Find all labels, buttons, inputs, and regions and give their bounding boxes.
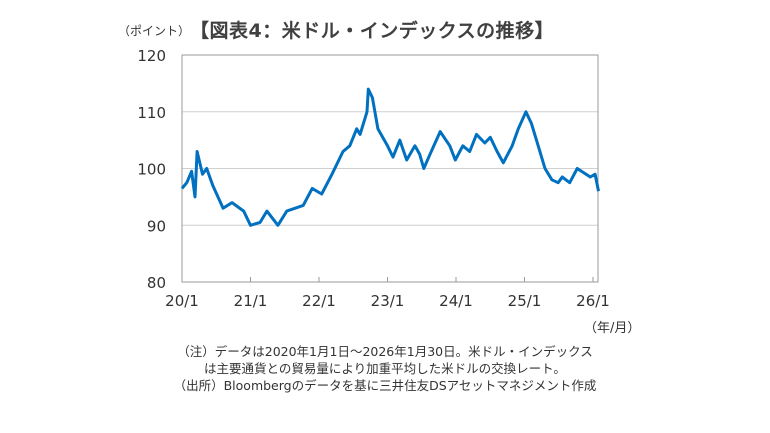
x-axis-unit: （年/月） <box>584 321 641 336</box>
x-tick-label: 26/1 <box>576 292 610 310</box>
plot-frame <box>181 54 599 283</box>
y-tick-label: 100 <box>137 161 166 179</box>
y-axis-unit: （ポイント） <box>118 24 191 38</box>
x-tick-label: 22/1 <box>302 292 336 310</box>
chart-notes: （注）データは2020年1月1日～2026年1月30日。米ドル・インデックス は… <box>0 343 770 394</box>
source-line: （出所）Bloombergのデータを基に三井住友DSアセットマネジメント作成 <box>173 378 597 393</box>
note-line-2: は主要通貨との貿易量により加重平均した米ドルの交換レート。 <box>204 361 566 376</box>
series-line <box>180 87 600 227</box>
x-tick-label: 20/1 <box>165 292 199 310</box>
note-line-1: （注）データは2020年1月1日～2026年1月30日。米ドル・インデックス <box>177 344 593 359</box>
y-tick-label: 110 <box>137 104 166 122</box>
y-tick-label: 80 <box>147 274 166 292</box>
y-tick-label: 120 <box>137 47 166 65</box>
x-tick-label: 21/1 <box>234 292 268 310</box>
chart-title: 【図表4：米ドル・インデックスの推移】 <box>190 20 555 42</box>
x-tick-label: 23/1 <box>371 292 405 310</box>
y-tick-label: 90 <box>147 217 166 235</box>
x-tick-label: 24/1 <box>439 292 473 310</box>
x-tick-label: 25/1 <box>508 292 542 310</box>
